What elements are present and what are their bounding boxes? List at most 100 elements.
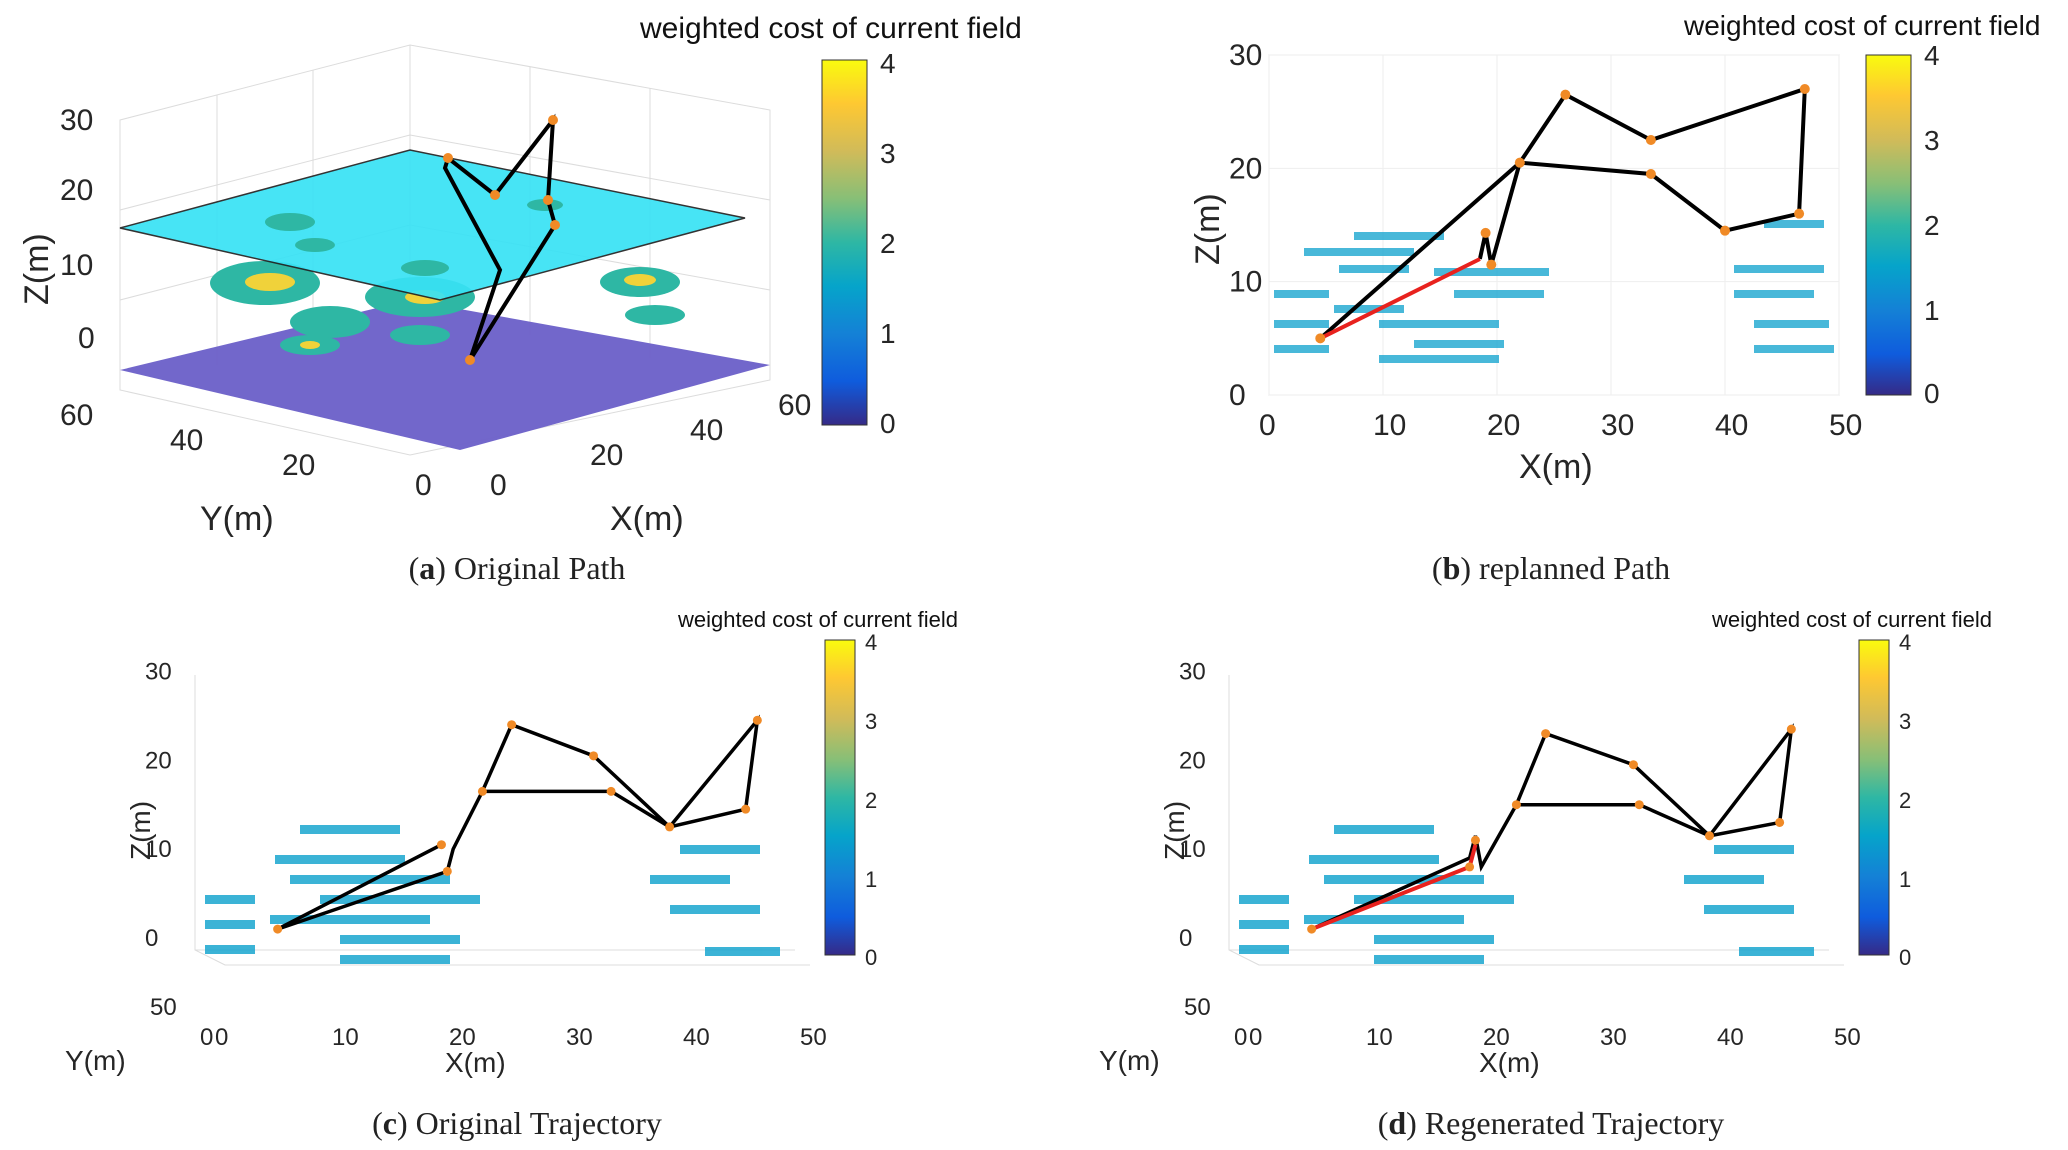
panel-d-x-tick: 0: [1249, 1024, 1262, 1051]
panel-d-cb-tick-3: 3: [1899, 709, 1911, 734]
panel-b-waypoints: [1315, 84, 1810, 344]
panel-c-y-tick-0: 0: [200, 1024, 213, 1051]
panel-c-colorbar-title: weighted cost of current field: [677, 607, 958, 632]
panel-d-x-tick: 30: [1600, 1024, 1627, 1051]
panel-c-waypoint: [752, 715, 762, 725]
panel-a-x-tick-60: 60: [778, 389, 811, 422]
panel-c-y-tick-50: 50: [150, 994, 177, 1021]
panel-a-cb-tick-0: 0: [880, 408, 896, 439]
panel-b-colorbar-title: weighted cost of current field: [1683, 10, 2040, 41]
panel-c-waypoint: [273, 924, 283, 934]
panel-a-seabed: [120, 300, 770, 450]
panel-d-caption-letter: d: [1388, 1105, 1407, 1141]
panel-d-x-tick: 20: [1483, 1024, 1510, 1051]
panel-c-obstacles: [205, 825, 780, 964]
panel-b-path-red: [1319, 257, 1481, 341]
panel-b-xlabel: X(m): [1519, 448, 1593, 486]
panel-c-x-tick: 0: [215, 1024, 228, 1051]
panel-d-waypoint: [1775, 817, 1785, 827]
panel-b-waypoint: [1645, 169, 1656, 179]
panel-b-waypoint: [1480, 227, 1491, 238]
panel-d-cb-tick-0: 0: [1899, 945, 1911, 970]
panel-d-waypoint: [1470, 835, 1480, 845]
panel-a-z-tick-0: 0: [78, 322, 95, 355]
panel-c-caption-letter: c: [382, 1105, 397, 1141]
panel-a-waypoints: [443, 115, 560, 365]
panel-c-waypoints: [273, 715, 762, 934]
panel-c-caption: (c) Original Trajectory: [372, 1105, 662, 1141]
panel-a-caption: (a) Original Path: [408, 550, 626, 586]
panel-d-cb-tick-4: 4: [1899, 630, 1911, 655]
panel-b-cb-tick-1: 1: [1924, 295, 1940, 326]
panel-b-x-tick: 40: [1715, 409, 1748, 442]
panel-a-ylabel: Y(m): [200, 500, 274, 538]
panel-c-waypoint: [442, 866, 452, 876]
panel-d-cb-tick-2: 2: [1899, 788, 1911, 813]
panel-a-z-tick-10: 10: [60, 249, 93, 282]
panel-b-waypoint: [1645, 135, 1656, 145]
panel-c-z-tick: 10: [145, 836, 172, 863]
panel-b-y-tick: 10: [1229, 266, 1262, 299]
panel-a-caption-letter: a: [419, 550, 436, 586]
panel-a-x-tick-0: 0: [490, 469, 507, 502]
panel-d-z-tick: 30: [1179, 658, 1206, 685]
panel-c-ylabel: Y(m): [65, 1045, 126, 1076]
panel-c-cb-tick-4: 4: [865, 630, 877, 655]
panel-a-z-tick-20: 20: [60, 174, 93, 207]
panel-c-x-tick: 40: [683, 1024, 710, 1051]
panel-a-x-tick-40: 40: [690, 414, 723, 447]
panel-c: 0 10 20 30 40 50 0 10 20 30 X(m) Y(m) Z(m) 50 0 w…: [0, 575, 1034, 1150]
panel-d-z-tick: 10: [1179, 836, 1206, 863]
panel-b-waypoint: [1799, 84, 1810, 94]
panel-d-waypoint: [1465, 862, 1475, 872]
panel-c-waypoint: [606, 786, 616, 796]
panel-d-waypoint: [1511, 800, 1521, 810]
panel-b-ylabel: Z(m): [1189, 193, 1227, 265]
panel-b-waypoint: [1720, 225, 1730, 236]
panel-d: 0 10 20 30 40 50 0 10 20 30 X(m) Y(m) Z(m) 50 0 w…: [1034, 575, 2068, 1150]
panel-d-box: [1228, 675, 1844, 966]
panel-d-ylabel: Y(m): [1099, 1045, 1160, 1076]
panel-c-waypoint: [507, 720, 517, 730]
panel-c-x-tick: 50: [800, 1024, 827, 1051]
panel-b-grid: [1268, 54, 1840, 396]
panel-b-cb-tick-0: 0: [1924, 378, 1940, 409]
panel-d-caption: (d) Regenerated Trajectory: [1377, 1105, 1725, 1141]
panel-c-z-tick: 30: [145, 658, 172, 685]
panel-d-x-tick: 40: [1717, 1024, 1744, 1051]
panel-c-waypoint: [741, 804, 751, 814]
panel-c-x-tick: 30: [566, 1024, 593, 1051]
panel-c-box: [194, 675, 810, 966]
panel-a-y-tick-20: 20: [282, 449, 315, 482]
panel-b-x-tick: 10: [1373, 409, 1406, 442]
panel-a-z-tick-30: 30: [60, 104, 93, 137]
panel-c-zlabel: Z(m): [125, 801, 156, 860]
panel-b-x-tick: 50: [1829, 409, 1862, 442]
panel-d-colorbar: [1858, 639, 1890, 956]
panel-a-y-tick-40: 40: [170, 424, 203, 457]
panel-a-plane: [119, 149, 746, 301]
panel-d-xlabel: X(m): [1479, 1047, 1540, 1078]
panel-d-x-tick: 50: [1834, 1024, 1861, 1051]
panel-a-colorbar: [821, 59, 868, 426]
panel-d-obstacles: [1239, 825, 1814, 964]
panel-b-x-tick: 30: [1601, 409, 1634, 442]
panel-b-waypoint: [1794, 208, 1805, 219]
panel-b-y-tick: 20: [1229, 152, 1262, 185]
panel-d-waypoint: [1786, 724, 1796, 734]
panel-d-y-tick-50: 50: [1184, 994, 1211, 1021]
panel-d-z-tick: 20: [1179, 747, 1206, 774]
panel-a-xlabel: X(m): [610, 500, 684, 538]
panel-b-path-black: [1318, 86, 1807, 340]
panel-d-waypoint: [1541, 729, 1551, 739]
panel-b: 0 10 20 30 40 50 0 10 20 30 X(m) Z(m) weighted co…: [1034, 0, 2068, 586]
panel-b-waypoint: [1486, 259, 1497, 270]
panel-b-cb-tick-3: 3: [1924, 125, 1940, 156]
panel-c-waypoint: [665, 822, 675, 832]
panel-a-caption-text: Original Path: [453, 550, 626, 586]
panel-a-colorbar-title: weighted cost of current field: [639, 12, 1022, 45]
panel-d-zlabel: Z(m): [1159, 801, 1190, 860]
panel-c-waypoint: [477, 786, 487, 796]
